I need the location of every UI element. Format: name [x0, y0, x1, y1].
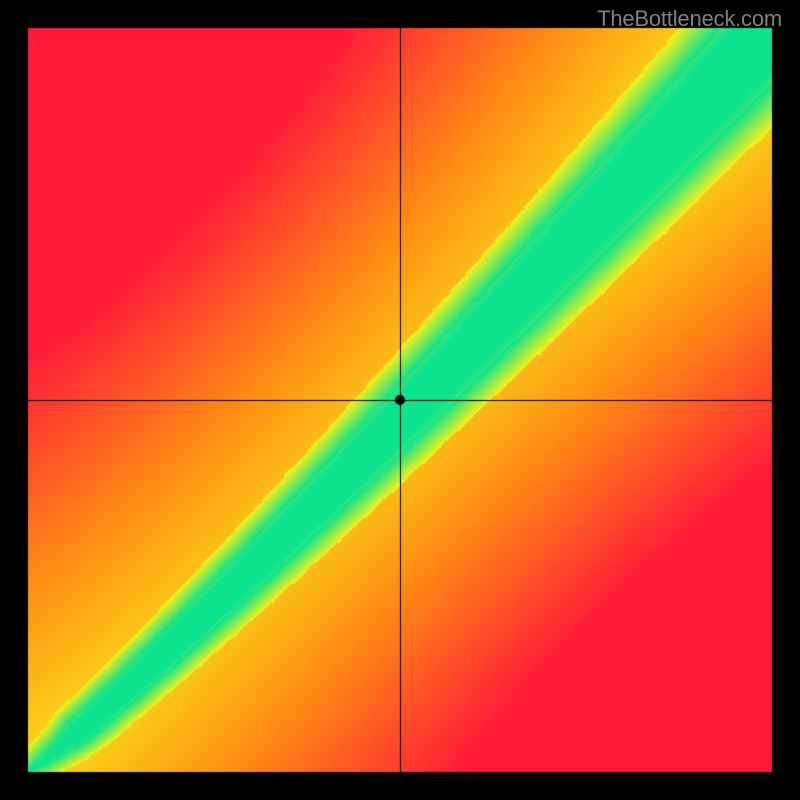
chart-container: TheBottleneck.com — [0, 0, 800, 800]
bottleneck-heatmap-canvas — [0, 0, 800, 800]
watermark-text: TheBottleneck.com — [597, 6, 782, 32]
